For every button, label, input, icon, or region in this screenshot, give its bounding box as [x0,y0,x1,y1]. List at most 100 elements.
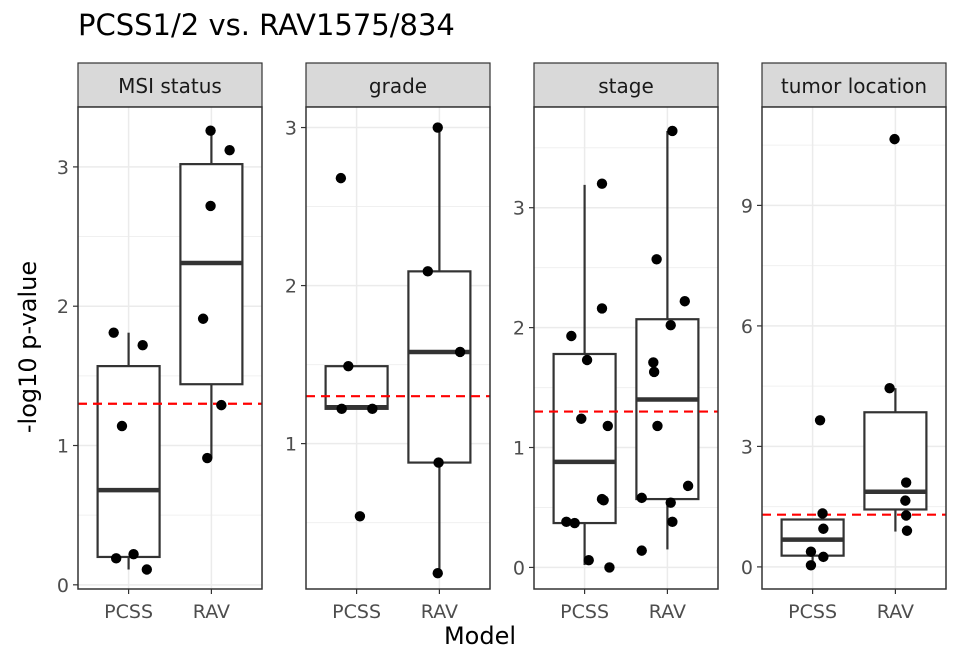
x-tick-label: PCSS [560,601,609,623]
data-point [108,327,119,338]
box-iqr [324,365,389,410]
x-tick-label: RAV [421,601,458,623]
data-point [216,399,227,411]
data-point [667,516,678,528]
x-tick-label: PCSS [332,601,381,623]
box-iqr [552,352,617,525]
data-point [433,457,444,468]
y-tick-label: 6 [741,316,753,338]
data-point [602,420,613,432]
data-point [636,492,647,504]
data-point [901,525,913,536]
panel-border [761,106,947,590]
data-point [596,178,608,189]
x-tick-label: PCSS [788,601,837,623]
data-point [128,548,139,560]
data-point [648,366,660,378]
data-point [205,125,216,136]
y-tick-label: 0 [57,575,69,597]
data-point [116,420,128,432]
y-tick-label: 9 [741,195,753,217]
box-iqr [96,365,161,559]
data-point [454,346,466,358]
data-point [422,266,434,277]
y-tick-label: 1 [57,436,69,458]
data-point [900,477,912,488]
data-point [197,313,209,324]
box-iqr [635,318,700,501]
facet-strip [305,62,491,108]
box-iqr [407,270,472,464]
facet-strip [77,62,263,108]
facet-strip [761,62,947,108]
y-tick-label: 0 [513,557,525,579]
x-tick-label: RAV [877,601,914,623]
facet-strip-label: grade [369,74,427,98]
data-point [583,555,594,566]
data-point [651,254,662,265]
data-point [900,510,912,521]
data-point [343,360,354,372]
boxplot-rav [407,127,472,574]
data-point [805,546,817,557]
data-point [814,415,826,426]
facet-strip [533,62,719,108]
x-tick-label: RAV [193,601,230,623]
y-tick-label: 0 [741,557,753,579]
data-point [679,296,690,307]
panel-border [77,106,263,590]
data-point [665,320,676,331]
data-point [205,200,216,212]
y-tick-label: 1 [285,434,297,456]
y-tick-label: 2 [285,276,297,298]
data-point [665,497,676,508]
data-point [817,508,828,519]
facet-strip-label: tumor location [781,74,927,98]
y-tick-label: 3 [57,157,69,179]
data-point [667,125,678,137]
facet-panel-1: grade 1 2 3 PCSS RAV [285,62,491,623]
data-point [818,551,829,563]
y-tick-label: 2 [57,296,69,318]
y-tick-label: 1 [513,438,525,460]
x-tick-label: RAV [649,601,686,623]
facet-panel-2: stage 0 1 2 3 PCSS RAV [513,62,719,623]
y-tick-label: 3 [285,118,297,140]
data-point [648,357,659,368]
facet-strip-label: MSI status [118,74,222,98]
data-point [884,382,895,394]
data-point [110,553,122,564]
boxplot-rav [863,388,928,532]
data-point [202,452,213,464]
panel-background [762,107,946,589]
data-point [596,303,608,314]
x-axis-label: Model [443,622,517,650]
data-point [354,511,366,522]
y-tick-label: 3 [513,198,525,220]
data-point [636,545,647,556]
data-point [818,523,829,534]
data-point [336,403,347,415]
data-point [432,122,443,133]
box-iqr [179,163,244,386]
chart-title: PCSS1/2 vs. RAV1575/834 [78,8,455,42]
data-point [224,144,235,156]
data-point [598,495,609,506]
y-tick-label: 3 [741,436,753,458]
y-tick-label: 2 [513,318,525,340]
data-point [576,413,587,424]
data-point [889,133,900,145]
box-iqr [863,411,928,511]
data-point [367,403,378,415]
boxplot-pcss [552,184,617,566]
data-point [432,567,443,579]
data-point [569,517,580,529]
facet-strip-label: stage [598,74,654,98]
boxplot-pcss [96,332,161,570]
data-point [335,172,347,184]
y-axis-label: -log10 p-value [14,260,42,434]
data-point [566,330,577,342]
boxplot-pcss [324,365,389,410]
data-point [137,340,148,351]
